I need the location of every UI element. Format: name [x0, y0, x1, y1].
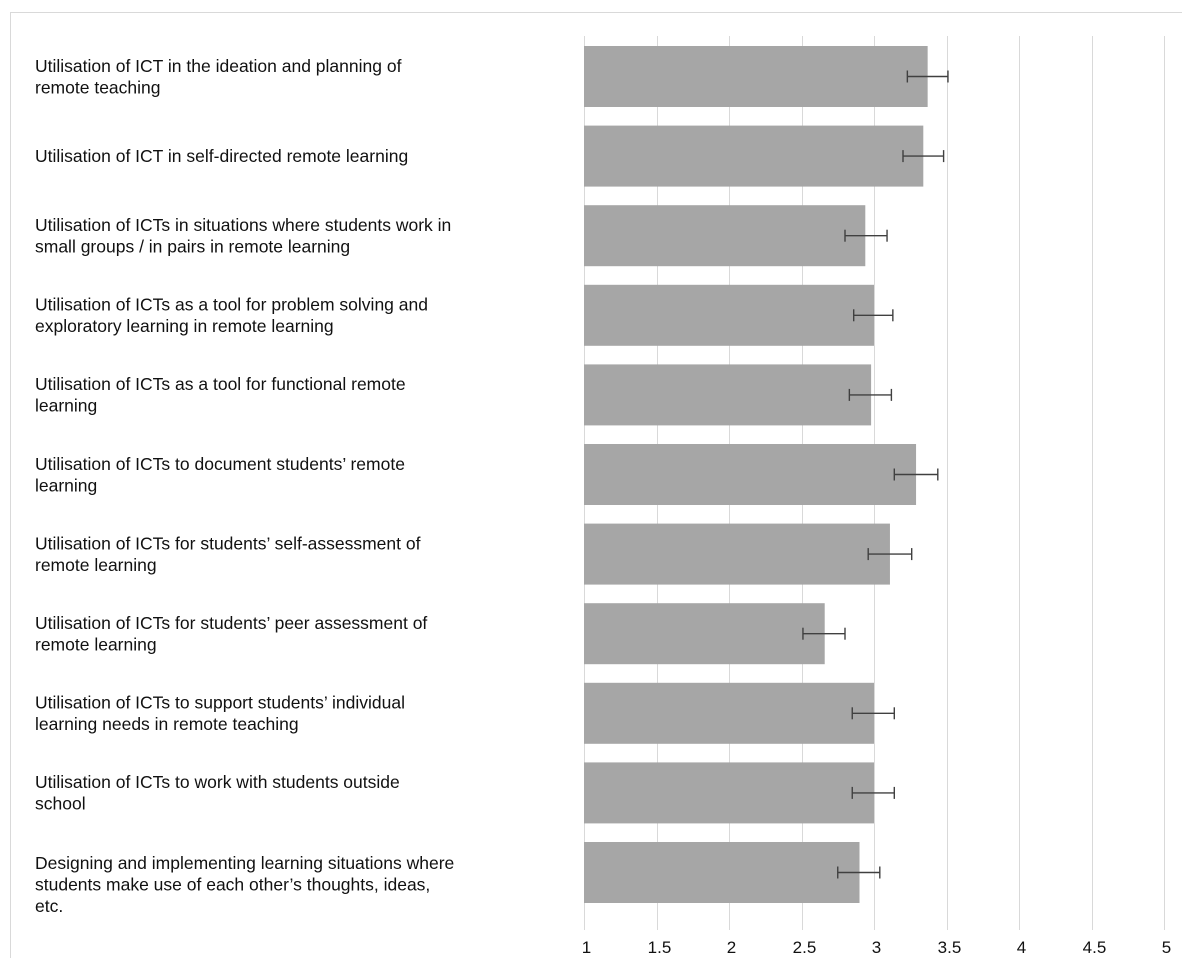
category-label: Utilisation of ICT in self-directed remo… — [35, 146, 408, 166]
x-tick-label: 4.5 — [1083, 938, 1107, 957]
bar — [584, 842, 860, 903]
bar — [584, 364, 872, 426]
category-label-layer: Utilisation of ICT in the ideation and p… — [35, 56, 454, 916]
bar — [584, 284, 874, 346]
category-label: learning — [35, 396, 97, 416]
category-label: Utilisation of ICTs to support students’… — [35, 693, 405, 713]
bar — [584, 762, 874, 824]
category-label: exploratory learning in remote learning — [35, 316, 334, 336]
x-tick-label: 4 — [1017, 938, 1026, 957]
bar — [584, 603, 825, 665]
category-label: Utilisation of ICT in the ideation and p… — [35, 56, 402, 76]
category-label: Designing and implementing learning situ… — [35, 853, 454, 873]
x-tick-label: 5 — [1162, 938, 1171, 957]
chart-frame — [10, 12, 1182, 958]
category-label: remote learning — [35, 555, 157, 575]
category-label: school — [35, 794, 86, 814]
bar — [584, 125, 924, 187]
x-tick-label: 1 — [582, 938, 591, 957]
error-bar-layer — [802, 70, 949, 879]
bar — [584, 444, 917, 505]
category-label: Utilisation of ICTs for students’ self-a… — [35, 533, 421, 553]
category-label: students make use of each other’s though… — [35, 875, 430, 895]
category-label: Utilisation of ICTs in situations where … — [35, 215, 451, 235]
category-label: Utilisation of ICTs as a tool for functi… — [35, 374, 406, 394]
bar — [584, 523, 890, 585]
category-label: remote learning — [35, 634, 157, 654]
category-label: etc. — [35, 896, 63, 916]
category-label: Utilisation of ICTs for students’ peer a… — [35, 613, 427, 633]
bar — [584, 682, 874, 744]
x-tick-label: 2 — [727, 938, 736, 957]
x-tick-label: 3 — [872, 938, 881, 957]
bar-layer — [584, 46, 928, 903]
category-label: Utilisation of ICTs to document students… — [35, 454, 405, 474]
bar — [584, 46, 928, 107]
x-tick-label-layer: 1 1.5 2 2.5 3 3.5 4 4.5 5 — [582, 938, 1171, 957]
category-label: remote teaching — [35, 77, 161, 97]
x-tick-label: 2.5 — [793, 938, 817, 957]
category-label: learning needs in remote teaching — [35, 714, 299, 734]
category-label: small groups / in pairs in remote learni… — [35, 236, 350, 256]
category-label: learning — [35, 475, 97, 495]
x-tick-label: 3.5 — [938, 938, 962, 957]
category-label: Utilisation of ICTs as a tool for proble… — [35, 295, 428, 315]
x-tick-label: 1.5 — [648, 938, 672, 957]
bar — [584, 205, 866, 267]
category-label: Utilisation of ICTs to work with student… — [35, 772, 400, 792]
